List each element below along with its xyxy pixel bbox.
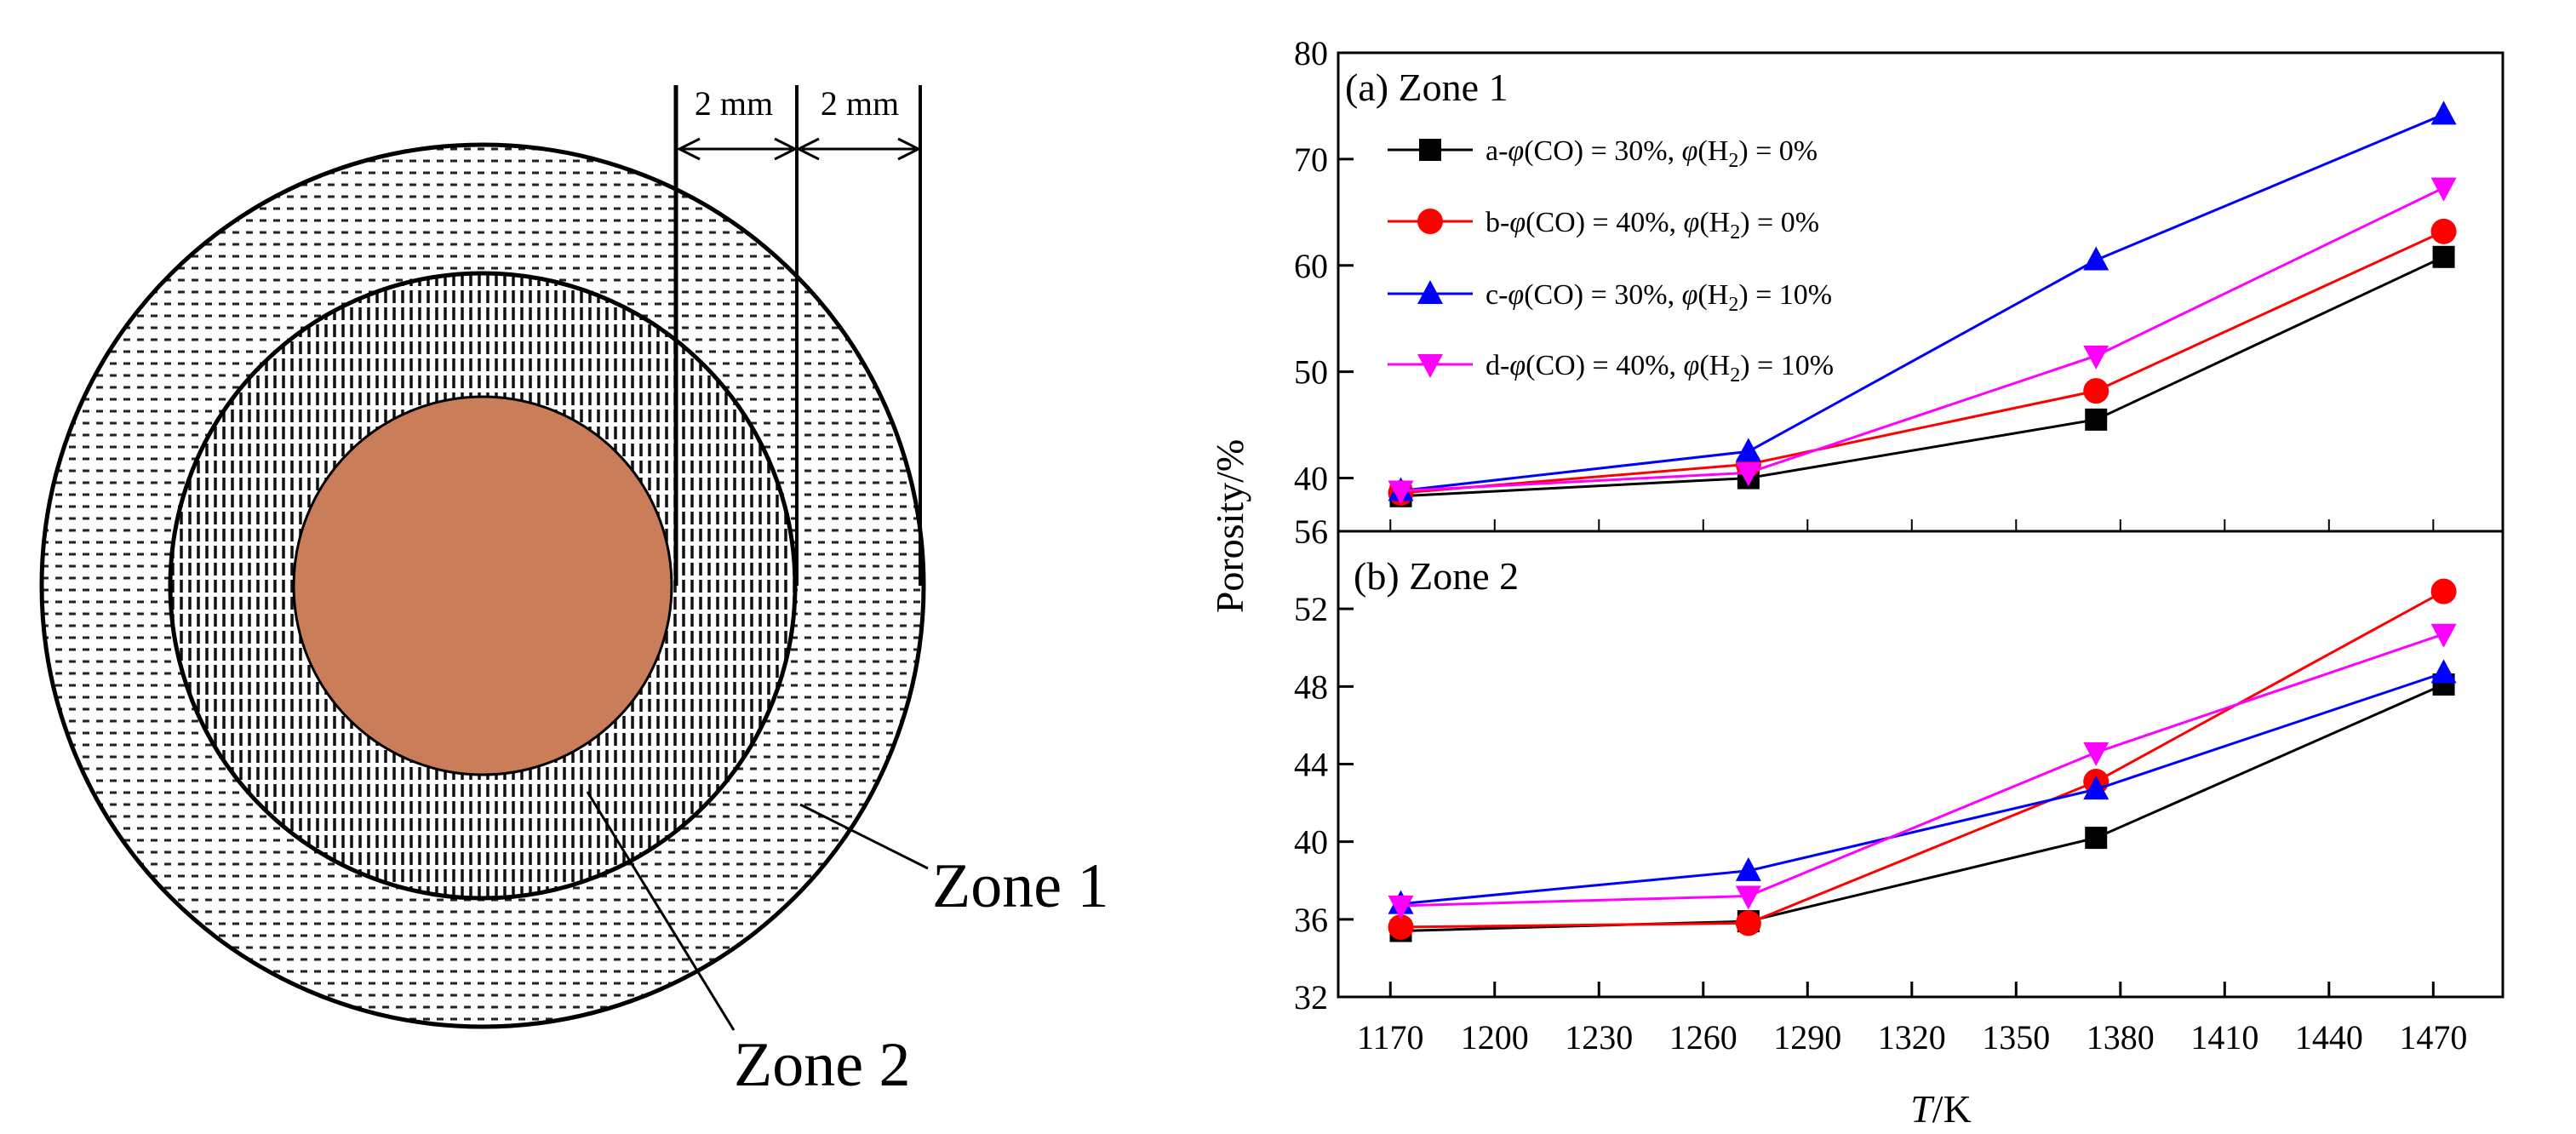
series-line-b-1 (1400, 590, 2445, 929)
data-point-a-2-1 (1735, 438, 1761, 462)
panel-a-series (1388, 100, 2457, 507)
legend-label-3: d-φ(CO) = 40%, φ(H2) = 10% (1485, 350, 1834, 387)
y-tick-label: 56 (1294, 513, 1328, 551)
data-point-a-0-2 (2085, 408, 2108, 431)
dimension-label-1: 2 mm (695, 84, 773, 123)
data-point-a-1-3 (2430, 218, 2457, 244)
y-tick-label: 70 (1294, 140, 1328, 179)
legend: a-φ(CO) = 30%, φ(H2) = 0% b-φ(CO) = 40%, … (1388, 135, 1834, 387)
arrowhead-icon (897, 137, 922, 161)
panel-a-title: (a) Zone 1 (1345, 66, 1508, 109)
zone2-leader-line (586, 791, 736, 1031)
x-tick-label: 1260 (1669, 1018, 1737, 1057)
x-ticks: 1170 1200 1230 1260 1290 1320 1350 1380 1410 1440… (1357, 519, 2467, 1057)
series-line-b-0 (1400, 683, 2445, 933)
series-line-a-0 (1400, 255, 2445, 498)
data-point-b-1-0 (1388, 914, 1414, 940)
y-tick-label: 48 (1294, 667, 1328, 706)
data-point-a-2-2 (2083, 246, 2109, 271)
y-tick-label: 80 (1294, 34, 1328, 72)
legend-label-1: b-φ(CO) = 40%, φ(H2) = 0% (1485, 207, 1819, 243)
x-tick-label: 1320 (1878, 1018, 1946, 1057)
dimension-label-2: 2 mm (821, 84, 899, 123)
data-point-b-3-1 (1735, 885, 1761, 910)
data-point-a-2-3 (2430, 100, 2457, 125)
y-tick-label: 40 (1294, 460, 1328, 498)
panel-b-y-ticks: 32 36 40 44 48 52 56 (1294, 513, 1354, 1017)
x-tick-label: 1230 (1565, 1018, 1633, 1057)
data-point-b-3-3 (2430, 623, 2457, 648)
series-line-a-1 (1400, 230, 2445, 495)
y-axis-title: Porosity/% (1208, 439, 1251, 613)
series-line-b-2 (1400, 671, 2445, 906)
data-point-a-3-0 (1388, 480, 1414, 505)
x-tick-label: 1350 (1982, 1018, 2050, 1057)
y-tick-label: 50 (1294, 353, 1328, 392)
legend-marker-2 (1417, 280, 1443, 304)
legend-label-2: c-φ(CO) = 30%, φ(H2) = 10% (1485, 279, 1832, 316)
data-point-a-3-3 (2430, 177, 2457, 202)
data-point-b-3-0 (1388, 895, 1414, 919)
x-tick-label: 1470 (2399, 1018, 2467, 1057)
x-tick-label: 1440 (2295, 1018, 2363, 1057)
x-axis-title-symbol: T (1910, 1087, 1935, 1131)
cross-section-diagram: 2 mm 2 mm Zone 1 Zone 2 (39, 84, 1109, 1100)
x-tick-label: 1410 (2190, 1018, 2258, 1057)
y-tick-label: 60 (1294, 247, 1328, 285)
y-tick-label: 44 (1294, 746, 1328, 784)
legend-marker-3 (1417, 354, 1443, 378)
data-point-b-2-3 (2430, 659, 2457, 684)
legend-marker-0 (1419, 139, 1441, 161)
x-axis-title: T/K (1910, 1087, 1972, 1131)
panel-b-title: (b) Zone 2 (1354, 554, 1519, 598)
data-point-b-2-2 (2083, 776, 2109, 800)
data-point-b-1-1 (1735, 910, 1761, 936)
data-point-b-0-2 (2085, 827, 2108, 850)
x-tick-label: 1290 (1773, 1018, 1841, 1057)
x-axis-title-unit: /K (1932, 1087, 1972, 1131)
panel-a-y-ticks: 40 50 60 70 80 (1294, 34, 1354, 498)
y-tick-label: 32 (1294, 978, 1328, 1017)
zone1-leader-line (799, 803, 929, 870)
porosity-charts: 40 50 60 70 80 32 36 40 44 48 52 56 1170 1200 1230 12… (1208, 34, 2504, 1131)
data-point-b-2-1 (1735, 856, 1761, 881)
data-point-a-3-1 (1735, 462, 1761, 487)
series-line-b-3 (1400, 633, 2445, 908)
series-line-a-2 (1400, 113, 2445, 493)
x-tick-label: 1170 (1357, 1018, 1424, 1057)
data-point-b-3-2 (2083, 742, 2109, 766)
data-point-b-1-3 (2430, 578, 2457, 604)
y-tick-label: 40 (1294, 823, 1328, 862)
arrowhead-icon (676, 137, 701, 161)
legend-marker-1 (1417, 209, 1443, 234)
zone1-label: Zone 1 (932, 851, 1109, 921)
x-tick-label: 1200 (1461, 1018, 1529, 1057)
zone2-label: Zone 2 (734, 1030, 911, 1100)
arrowhead-icon (774, 137, 799, 161)
panel-b-series (1388, 578, 2457, 942)
unreacted-core (292, 395, 673, 776)
y-tick-label: 52 (1294, 590, 1328, 628)
x-tick-label: 1380 (2087, 1018, 2155, 1057)
data-point-a-1-2 (2083, 378, 2109, 404)
data-point-a-3-2 (2083, 345, 2109, 369)
series-line-a-3 (1400, 186, 2445, 493)
legend-label-0: a-φ(CO) = 30%, φ(H2) = 0% (1485, 135, 1818, 172)
y-tick-label: 36 (1294, 901, 1328, 939)
data-point-a-0-3 (2432, 245, 2455, 268)
arrowhead-icon (795, 137, 820, 161)
